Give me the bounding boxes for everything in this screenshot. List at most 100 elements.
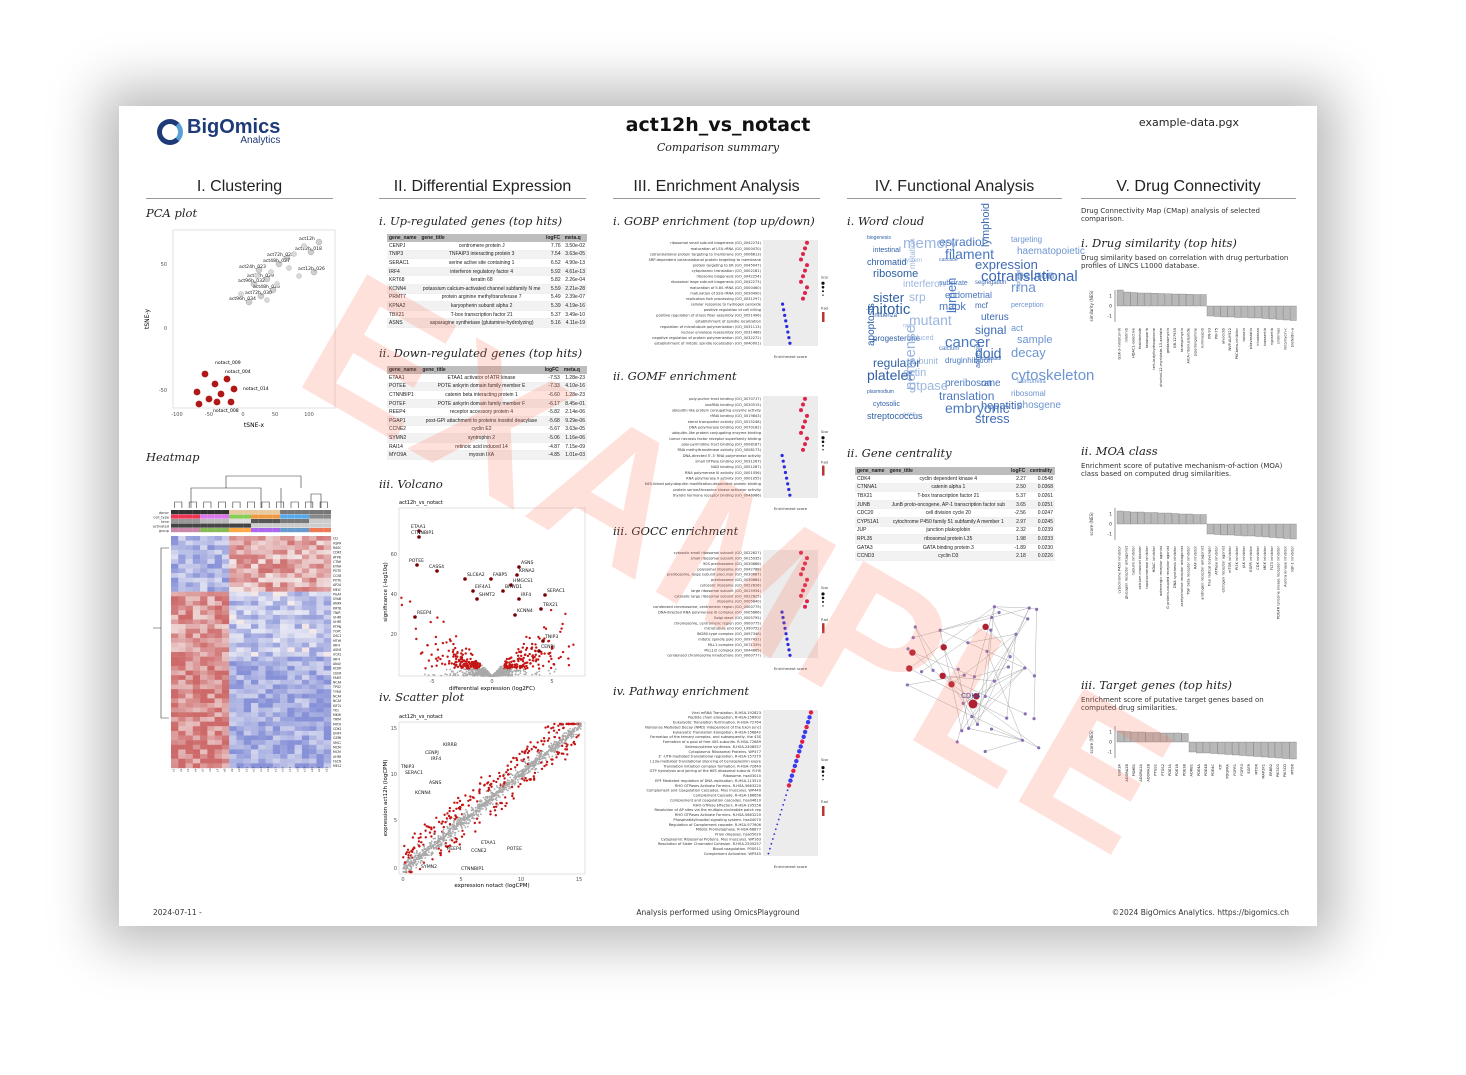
heatmap-cell [171, 670, 179, 676]
heatmap-gene-label: KIF2C [333, 704, 341, 708]
heatmap-cell [200, 619, 208, 625]
table-cell: ETAA1 [387, 374, 421, 383]
heatmap-cell [309, 675, 317, 681]
volcano-point [400, 603, 404, 607]
scatter-point [556, 752, 560, 756]
heatmap-cell [214, 559, 223, 565]
table-header: logFC [1009, 467, 1028, 475]
scatter-point [486, 782, 489, 785]
heatmap-cell [178, 712, 186, 718]
heatmap-cell [214, 726, 223, 732]
heatmap-cell [207, 763, 215, 769]
heatmap-cell [301, 647, 310, 653]
heatmap-track-cell [323, 523, 331, 528]
heatmap-cell [287, 675, 295, 681]
volcano-point [480, 674, 482, 677]
scatter-point [407, 856, 410, 859]
enrichment-term: maturation of LSU-rRNA (GO_0000470) [691, 247, 762, 251]
heatmap-cell [272, 591, 281, 597]
heatmap-cell [243, 652, 252, 657]
heatmap-cell [287, 582, 295, 588]
heatmap-cell [171, 619, 179, 625]
heatmap-gene-label: MKI67 [333, 713, 341, 717]
volcano-point [480, 672, 482, 675]
heatmap-cell [251, 536, 259, 541]
heatmap-track-cell [200, 519, 208, 524]
heatmap-cell [301, 600, 310, 606]
drug-bar-label: mitomycin-c [1284, 328, 1288, 350]
scatter-point [523, 760, 526, 763]
enrichment-term: Viral mRNA Translation. R-HSA-192823 [692, 711, 761, 715]
heatmap-cell [294, 707, 303, 713]
volcano-point [547, 640, 550, 643]
heatmap-cell [265, 619, 274, 625]
heatmap-sample-label: s22 [324, 767, 328, 772]
scatter-point [419, 851, 422, 854]
heatmap-dendrogram [153, 547, 169, 719]
heatmap-cell [265, 610, 274, 616]
heatmap-gene-label: KRT80 [333, 606, 341, 610]
scatter-point [521, 775, 524, 778]
word-cloud-term: segregation [975, 280, 1007, 286]
scatter-point [571, 731, 573, 734]
scatter-point [412, 865, 415, 867]
heatmap-cell [221, 642, 230, 648]
heatmap-cell [171, 730, 179, 736]
heatmap-track-cell [178, 514, 186, 519]
heatmap-cell [280, 754, 288, 759]
volcano-point [471, 671, 474, 674]
scatter-point [502, 787, 504, 790]
scatter-point [488, 795, 491, 798]
heatmap-cell [251, 624, 259, 629]
heatmap-cell [316, 670, 324, 676]
volcano-point [521, 664, 525, 667]
volcano-highlight [509, 583, 513, 587]
heatmap-track-cell [272, 519, 281, 524]
heatmap-cell [287, 605, 295, 611]
network-edge [976, 618, 1028, 697]
heatmap-track-cell [294, 528, 302, 533]
heatmap-cell [251, 754, 259, 759]
scatter-point [463, 822, 465, 824]
scatter-point [525, 747, 529, 751]
drug-bar-label: JAK inhibitor [1242, 545, 1246, 568]
heatmap-cell [221, 679, 230, 685]
volcano-point [506, 674, 509, 677]
heatmap-cell [243, 624, 252, 629]
heatmap-cell [236, 656, 244, 662]
scatter-point [487, 799, 489, 802]
scatter-point [410, 862, 412, 864]
volcano-point [460, 658, 464, 661]
scatter-point [522, 771, 525, 774]
scatter-point [411, 848, 415, 851]
heatmap-cell [272, 716, 281, 722]
volcano-point [524, 648, 528, 651]
scatter-point [492, 795, 495, 798]
heatmap-gene-label: NCAPG [333, 694, 341, 698]
heatmap-cell [280, 549, 288, 555]
heatmap-cell [185, 628, 194, 634]
heatmap-cell [301, 554, 310, 560]
heatmap-cell [323, 749, 332, 755]
heatmap-track-cell [265, 519, 273, 524]
scatter-point [431, 858, 434, 861]
network-node [938, 628, 942, 632]
table-row: KPNA2 karyopherin subunit alpha 2 5.39 4.19… [387, 301, 587, 311]
heatmap-cell [280, 749, 288, 755]
heatmap-cell [221, 624, 230, 629]
scatter-point [569, 735, 572, 738]
heatmap-cell [171, 684, 179, 690]
scatter-point [505, 771, 508, 774]
table-cell: karyopherin subunit alpha 2 [419, 301, 544, 311]
scatter-point [566, 753, 569, 756]
scatter-point [478, 791, 481, 795]
scatter-point [559, 742, 562, 745]
heatmap-cell [221, 647, 230, 653]
drug-bar-label: PKCbeta-inhibitor [1235, 327, 1239, 359]
scatter-point [432, 846, 435, 849]
heatmap-cell [272, 721, 281, 727]
enrichment-term: Complement and Coagulation Cascades. Mus… [646, 789, 761, 793]
heatmap-cell [316, 536, 324, 541]
heatmap-cell [294, 596, 303, 602]
heatmap-gene-label: MYOF [333, 722, 341, 726]
